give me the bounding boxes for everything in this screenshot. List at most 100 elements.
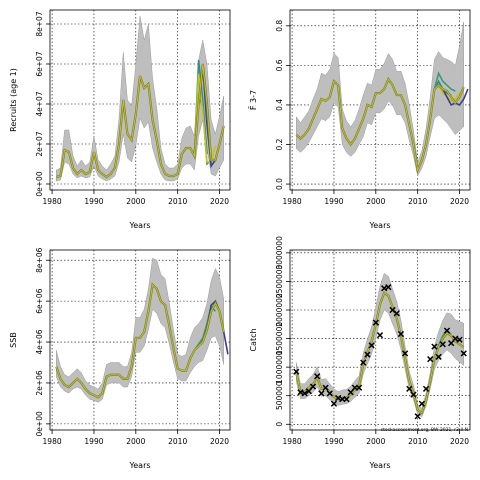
y-tick-label: 0.8 — [275, 20, 284, 32]
x-axis-title: Years — [128, 221, 150, 230]
y-tick-label: 0e+00 — [35, 411, 44, 436]
cross-stroke — [368, 342, 375, 349]
observed-point — [456, 336, 463, 343]
y-tick-label: 0.4 — [275, 99, 284, 111]
y-tick-label: 6e+06 — [35, 288, 44, 313]
x-tick-label: 2010 — [408, 437, 427, 446]
y-tick-label: 4e+07 — [35, 91, 44, 116]
y-tick-label: 500000 — [275, 381, 284, 410]
y-tick-label: 8e+07 — [35, 11, 44, 36]
y-tick-label: 0.0 — [275, 178, 284, 190]
x-axis-title: Years — [368, 461, 390, 470]
observed-point — [355, 384, 363, 391]
cross-stroke — [305, 388, 312, 395]
confidence-band — [296, 21, 464, 177]
y-tick-label: 8e+06 — [35, 247, 44, 272]
observed-point — [406, 385, 413, 392]
observed-point — [443, 327, 451, 334]
y-tick-label: 0 — [275, 422, 284, 427]
x-tick-label: 2010 — [168, 197, 187, 206]
y-axis-title: Catch — [249, 328, 258, 351]
observed-point — [330, 400, 338, 407]
y-tick-label: 0e+00 — [35, 171, 44, 196]
plot-frame — [289, 249, 471, 431]
observed-point — [376, 332, 384, 339]
observed-point — [435, 353, 442, 360]
x-axis-title: Years — [368, 221, 390, 230]
observed-point — [460, 350, 467, 357]
x-tick-label: 1990 — [84, 197, 103, 206]
observed-point — [347, 389, 354, 396]
cross-stroke — [448, 340, 455, 347]
observed-point — [314, 373, 321, 380]
cross-stroke — [427, 356, 434, 363]
estimate-line-highlight — [56, 63, 225, 178]
cross-stroke — [301, 390, 308, 397]
y-axis-title: SSB — [9, 332, 18, 348]
x-tick-label: 2020 — [450, 437, 469, 446]
observed-point — [393, 310, 400, 317]
cross-stroke — [309, 383, 317, 390]
ssb-panel: 1980 1990 2000 2010 2020 0e+00 2e+06 4e+06 6e+06… — [9, 247, 231, 470]
observed-point — [297, 389, 304, 396]
y-tick-label: 3000000 — [275, 236, 284, 270]
observed-point — [318, 390, 325, 397]
observed-point — [372, 319, 379, 326]
cross-stroke — [452, 335, 459, 342]
cross-stroke — [297, 389, 304, 396]
cross-stroke — [322, 384, 329, 391]
cross-stroke — [406, 385, 413, 392]
cross-stroke — [410, 391, 417, 398]
footer-note: stockassessment.org, BW-2021, r3-ll-N — [381, 427, 468, 433]
cross-stroke — [385, 284, 392, 291]
cross-stroke — [381, 285, 388, 292]
estimate-line-highlight — [295, 78, 465, 173]
x-tick-label: 1990 — [324, 197, 343, 206]
y-tick-label: 4e+06 — [35, 329, 44, 354]
y-tick-label: 6e+07 — [35, 51, 44, 76]
observed-point — [335, 394, 342, 402]
cross-stroke — [318, 390, 325, 397]
x-tick-label: 2010 — [168, 437, 187, 446]
observed-point — [427, 356, 434, 363]
cross-stroke — [443, 327, 451, 334]
cross-stroke — [414, 413, 421, 420]
cross-stroke — [364, 351, 371, 358]
x-tick-label: 1990 — [84, 437, 103, 446]
observed-point — [360, 359, 367, 366]
cross-stroke — [389, 306, 396, 314]
catch-panel: 1980 1990 2000 2010 2020 0 5000001000000150000… — [249, 236, 471, 470]
retro-line — [193, 303, 217, 351]
observed-point — [326, 390, 333, 397]
x-tick-label: 1980 — [283, 197, 302, 206]
y-tick-label: 1000000 — [275, 350, 284, 384]
recruits-panel: 1980 1990 2000 2010 2020 0e+00 2e+07 4e+07 6e+07… — [9, 9, 231, 230]
observed-point — [422, 385, 430, 392]
x-tick-label: 2020 — [450, 197, 469, 206]
cross-stroke — [372, 319, 379, 326]
cross-stroke — [393, 310, 400, 317]
x-tick-label: 2000 — [366, 197, 385, 206]
confidence-band — [56, 257, 224, 403]
y-tick-label: 1500000 — [275, 322, 284, 356]
observed-point — [322, 384, 329, 391]
estimate-line-highlight — [55, 283, 225, 398]
fbar-panel: 1980 1990 2000 2010 2020 0.0 0.2 0.4 0.6 0.8 Years… — [248, 9, 471, 230]
x-axis-title: Years — [128, 461, 150, 470]
x-tick-label: 2020 — [210, 197, 229, 206]
cross-stroke — [335, 394, 342, 402]
observed-point — [401, 350, 409, 357]
y-axis-title: Recruits (age 1) — [9, 68, 18, 132]
y-tick-label: 2500000 — [275, 265, 284, 299]
y-tick-label: 0.6 — [275, 59, 284, 71]
cross-stroke — [326, 390, 333, 397]
y-tick-label: 2e+06 — [35, 370, 44, 395]
observed-point — [364, 351, 371, 358]
cross-stroke — [435, 353, 442, 360]
cross-stroke — [431, 343, 438, 350]
x-tick-label: 2000 — [366, 437, 385, 446]
x-tick-label: 1980 — [43, 437, 62, 446]
observed-point — [343, 396, 350, 403]
observed-point — [397, 330, 405, 338]
